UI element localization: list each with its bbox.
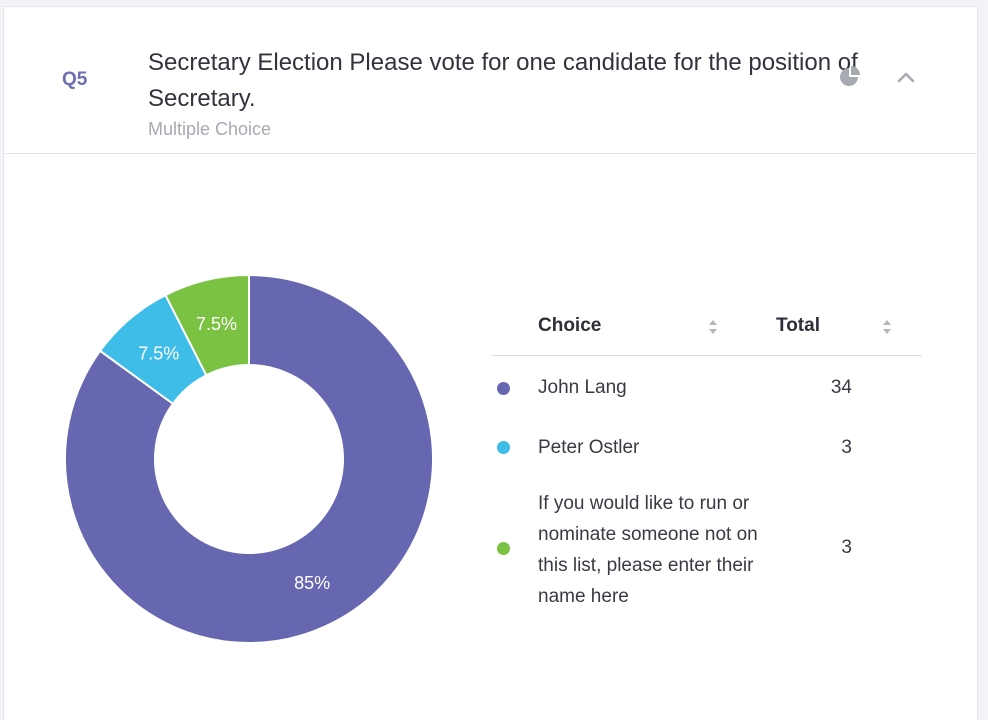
table-header: Choice Total xyxy=(492,299,922,356)
legend-dot xyxy=(497,441,510,454)
choice-total: 34 xyxy=(830,377,852,398)
sort-icon[interactable] xyxy=(708,317,718,337)
chevron-up-icon[interactable] xyxy=(894,65,918,89)
choice-label: If you would like to run or nominate som… xyxy=(538,493,758,607)
question-card: Q5 Secretary Election Please vote for on… xyxy=(3,6,978,720)
results-table: Choice Total John Lang 34 Peter O xyxy=(492,299,922,616)
pie-chart-icon[interactable] xyxy=(838,65,862,89)
choice-label: Peter Ostler xyxy=(538,437,640,458)
choice-label: John Lang xyxy=(538,377,627,398)
slice-label: 85% xyxy=(294,573,330,593)
slice-label: 7.5% xyxy=(196,314,237,334)
table-row: Peter Ostler 3 xyxy=(492,416,922,476)
question-number: Q5 xyxy=(62,69,88,90)
sort-icon[interactable] xyxy=(882,317,892,337)
table-row: If you would like to run or nominate som… xyxy=(492,476,922,616)
donut-slice[interactable] xyxy=(164,273,250,377)
slice-label: 7.5% xyxy=(138,343,179,363)
column-header-choice[interactable]: Choice xyxy=(538,315,602,336)
choice-total: 3 xyxy=(841,537,852,558)
question-type: Multiple Choice xyxy=(148,119,272,139)
column-header-total[interactable]: Total xyxy=(776,315,820,336)
question-title: Secretary Election Please vote for one c… xyxy=(148,49,858,112)
donut-slice[interactable] xyxy=(64,273,434,644)
question-header: Q5 Secretary Election Please vote for on… xyxy=(4,7,977,154)
donut-chart: 85% 7.5% 7.5% xyxy=(59,269,439,649)
legend-dot xyxy=(497,542,510,555)
choice-total: 3 xyxy=(841,437,852,458)
table-row: John Lang 34 xyxy=(492,356,922,416)
legend-dot xyxy=(497,382,510,395)
